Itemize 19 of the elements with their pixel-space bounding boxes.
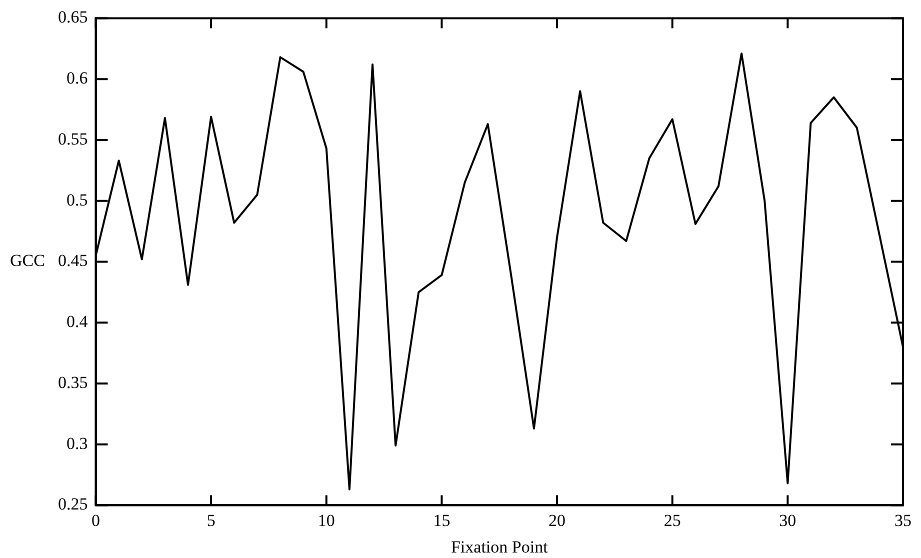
x-tick-label: 25 bbox=[664, 510, 681, 530]
y-tick-label: 0.35 bbox=[58, 372, 88, 392]
y-tick-label: 0.45 bbox=[58, 251, 88, 270]
x-tick-label: 20 bbox=[548, 510, 566, 530]
x-tick-label: 10 bbox=[318, 510, 335, 530]
y-axis-title: GCC bbox=[10, 251, 45, 270]
x-axis-title: Fixation Point bbox=[450, 537, 548, 556]
y-tick-label: 0.55 bbox=[58, 129, 88, 148]
x-tick-label: 15 bbox=[433, 510, 450, 530]
x-tick-label: 35 bbox=[894, 510, 912, 530]
y-tick-label: 0.5 bbox=[66, 190, 88, 210]
x-tick-label: 0 bbox=[92, 510, 100, 530]
x-tick-label: 30 bbox=[779, 510, 796, 530]
y-tick-label: 0.4 bbox=[66, 312, 88, 332]
y-tick-label: 0.6 bbox=[66, 68, 88, 88]
y-tick-label: 0.65 bbox=[58, 8, 88, 27]
y-tick-label: 0.25 bbox=[58, 494, 88, 514]
x-tick-label: 5 bbox=[206, 510, 216, 530]
y-tick-label: 0.3 bbox=[66, 434, 88, 453]
